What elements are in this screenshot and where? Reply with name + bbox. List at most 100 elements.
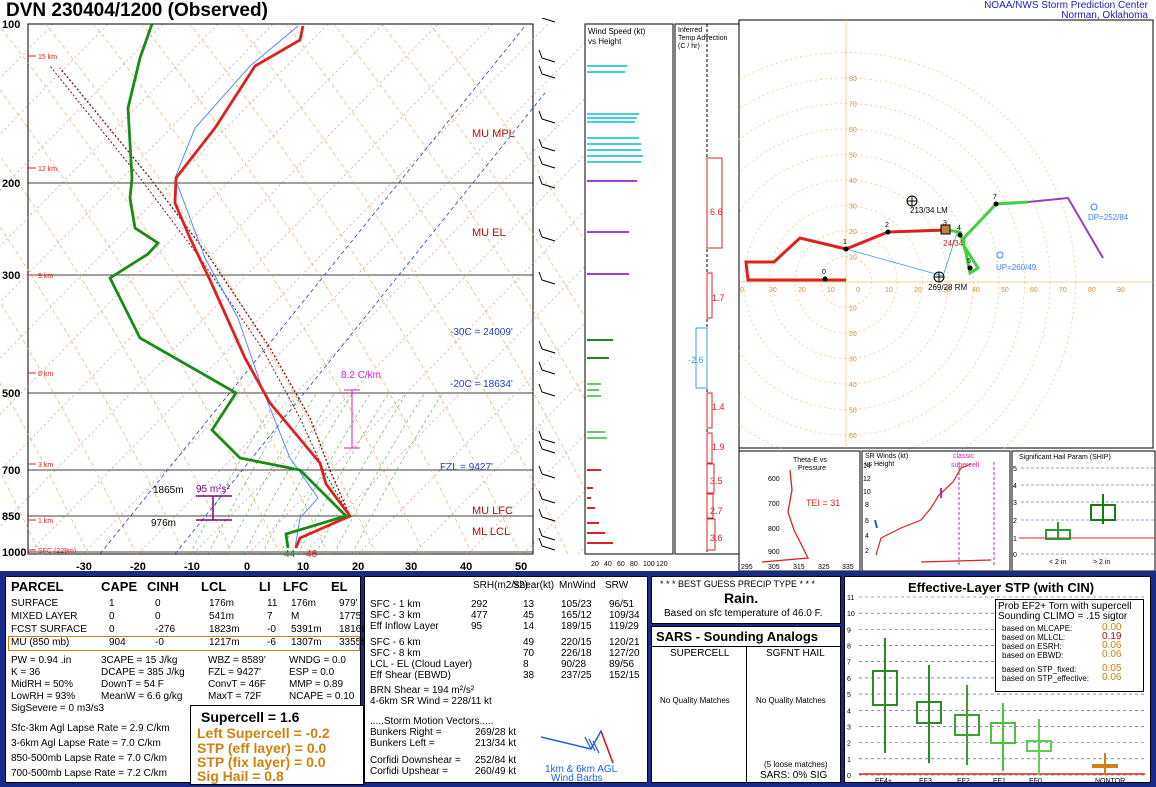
ta-box-5 <box>706 463 715 494</box>
isotherm-11 <box>0 23 494 527</box>
stp-y-9: 2 <box>847 741 851 748</box>
kin2-0-4: 120/21 <box>609 637 640 648</box>
motion-label-1: Bunkers Left = <box>370 738 435 749</box>
wind-barb-11 <box>541 391 556 397</box>
wind-barb-flag-7 <box>538 228 543 238</box>
left-supercell-value: Left Supercell = -0.2 <box>197 725 330 741</box>
isotherm-12 <box>27 23 549 555</box>
parcel-cell-3-0: MU (850 mb) <box>11 637 70 648</box>
stp-prob-box: Prob EF2+ Torn with supercell Sounding C… <box>995 599 1144 692</box>
parcel-cell-3-6: 33555' <box>339 637 369 648</box>
sars-col1: SUPERCELL <box>670 648 730 659</box>
sars-nomatch2: No Quality Matches <box>756 696 826 705</box>
skewt-labels: 15 km 12 km 9 km 6 km 3 km 1 km SFC (229m) MU M… <box>28 54 515 560</box>
stp-based-label-3: based on EBWD: <box>1002 651 1064 660</box>
motion-label-3: Corfidi Upshear = <box>370 766 449 777</box>
wind-barb-flag-8 <box>538 271 543 281</box>
hodo-x-label-13: 90 <box>1117 287 1125 294</box>
parcel-cell-3-3: 1217m <box>209 637 240 648</box>
wind-barb-4 <box>541 146 556 152</box>
ta-box-0 <box>706 157 723 249</box>
height-label-2: 9 km <box>38 273 53 280</box>
theta-x-4: 335 <box>842 564 854 571</box>
hodo-ring-label-down-4: 50 <box>849 408 857 415</box>
hodo-x-label-11: 70 <box>1059 287 1067 294</box>
hodo-x-label-5: 10 <box>885 287 893 294</box>
pressure-tick-6: 1000 <box>2 547 26 559</box>
parcel-cell-2-0: FCST SURFACE <box>11 624 87 635</box>
isotherm-ref-1 <box>99 25 526 555</box>
moist-adiabat-0 <box>189 393 281 555</box>
ship-y-2: 3 <box>1013 500 1017 507</box>
stp-category-4: EF0 <box>1029 778 1042 782</box>
wind-barb-flag-14 <box>538 465 543 475</box>
srw-line <box>875 463 972 556</box>
ta-box-3 <box>706 392 713 429</box>
moist-adiabat-9 <box>351 393 443 555</box>
hodo-annotation-3: UP=260/49 <box>996 263 1037 272</box>
ta-box-1 <box>706 272 713 319</box>
ship-y-4: 1 <box>1013 536 1017 543</box>
hodo-point-6 <box>993 201 999 207</box>
sr-winds-chart: SR Winds (kt) vs Height classic supercel… <box>861 450 1011 572</box>
srw-base-line <box>920 559 992 563</box>
moist-adiabat-7 <box>315 393 407 555</box>
height-label-6: SFC (229m) <box>38 548 76 555</box>
isotherm-14 <box>137 92 590 555</box>
kin1-0-3: 105/23 <box>561 599 592 610</box>
skewt-annotation-8: 1865m <box>153 485 184 496</box>
param-params_col3-3: MaxT = 72F <box>208 691 262 702</box>
param-params_col1-1: K = 36 <box>11 667 41 678</box>
kin1-1-1: 477 <box>471 610 488 621</box>
parcel-trace-2 <box>49 65 351 517</box>
barb-sketch <box>540 729 614 764</box>
barb-label2: Wind Barbs <box>551 773 603 784</box>
isotherm-16 <box>247 204 590 555</box>
wind-barb-13 <box>541 448 556 454</box>
theta-x-2: 315 <box>793 564 805 571</box>
sars-col-divider <box>746 646 747 783</box>
motion-value-2: 252/84 kt <box>475 755 517 766</box>
theta-p-0: 600 <box>768 476 780 483</box>
sars-panel: SARS - Sounding Analogs SUPERCELL SGFNT … <box>651 626 841 783</box>
hodograph-rings: 1010202030304040505060607070808003020100… <box>738 20 1153 450</box>
hodo-ring-label-up-0: 10 <box>849 255 857 262</box>
pressure-tick-0: 100 <box>2 19 20 31</box>
stp-y-6: 5 <box>847 692 851 699</box>
skewt-annotation-10: 976m <box>151 518 176 529</box>
wind-speed-chart: Wind Speed (kt) vs Height 20 40 60 80 100 120 <box>584 23 674 568</box>
kin1-1-0: SFC - 3 km <box>370 610 421 621</box>
stp-based-label-1: based on MLLCL: <box>1002 633 1066 642</box>
stp-based-value-3: 0.06 <box>1102 649 1122 660</box>
parcel-cell-3-5: 1307m <box>291 637 322 648</box>
hodo-x-label-2: 20 <box>798 287 806 294</box>
theta-title1: Theta-E vs <box>793 457 827 464</box>
wind-barb-flag-5 <box>538 155 543 165</box>
wind-barb-flag-18 <box>538 537 543 547</box>
ship-box1 <box>1045 529 1071 540</box>
theta-x-3: 325 <box>818 564 830 571</box>
kin2-0-0: SFC - 6 km <box>370 637 421 648</box>
ship-title: Significant Hail Param (SHIP) <box>1019 454 1111 461</box>
isotherm-10 <box>0 23 439 471</box>
skewt-annotation-6: ML LCL <box>472 526 510 538</box>
wind-barb-flag-12 <box>538 430 543 440</box>
hodo-point-label-0: 0 <box>822 269 826 276</box>
temp-tick-8: 50 <box>515 561 527 573</box>
sr-winds-frame <box>861 450 1011 572</box>
kin-header-2: MnWind <box>559 580 596 591</box>
skewt-chart: 100 200 300 500 700 850 1000 -30 -20 -10 0 10 20 30 40… <box>0 18 590 573</box>
supercell-value: Supercell = 1.6 <box>201 709 300 725</box>
wind-speed-tick-4: 100 <box>643 561 655 568</box>
stp-box-3 <box>990 722 1016 744</box>
isotherm-8 <box>0 23 329 359</box>
sars-sig: SARS: 0% SIG <box>760 770 828 781</box>
lapse-rate-2: 850-500mb Lapse Rate = 7.0 C/km <box>11 753 167 764</box>
wind-barb-6 <box>541 183 556 189</box>
theta-p-3: 900 <box>768 549 780 556</box>
hodo-point-1 <box>843 246 849 252</box>
kin1-2-4: 119/29 <box>609 621 639 632</box>
stp-boxes: EF4+ EF3 EF2 EF1 EF0 NONTOR <box>872 638 1125 782</box>
ship-y-5: 0 <box>1013 552 1017 559</box>
